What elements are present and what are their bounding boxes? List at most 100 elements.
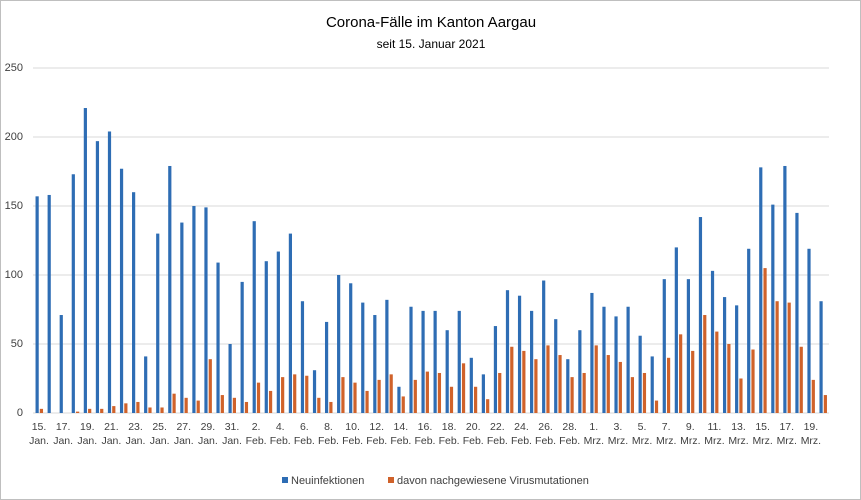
y-tick-label: 250 [5, 62, 23, 74]
bar [686, 279, 691, 413]
bar [228, 344, 232, 413]
bar [389, 374, 393, 413]
bar [377, 379, 381, 413]
legend-swatch [388, 477, 394, 483]
bar [819, 301, 823, 413]
bar [445, 330, 449, 413]
x-tick-label: 6. Feb. [293, 421, 315, 447]
chart-title: Corona-Fälle im Kanton Aargau [326, 14, 536, 31]
bar [771, 204, 775, 413]
x-tick-label: 19. Mrz. [800, 421, 822, 447]
bar [397, 386, 401, 413]
bar [498, 372, 502, 413]
bar [578, 330, 582, 413]
x-tick-label: 4. Feb. [269, 421, 291, 447]
bar [256, 382, 261, 413]
bar [542, 280, 546, 413]
x-tick-label: 25. Jan. [149, 421, 170, 447]
bar [88, 408, 92, 413]
x-tick-label: 20. Feb. [462, 421, 484, 447]
bar [735, 305, 739, 413]
bar [763, 268, 767, 413]
x-tick-label: 3. Mrz. [607, 421, 629, 447]
bar [650, 356, 654, 413]
bar [353, 382, 357, 413]
bar [312, 370, 317, 413]
bar [691, 350, 695, 413]
bar [823, 395, 827, 413]
bar [83, 108, 87, 414]
x-tick-label: 17. Jan. [53, 421, 74, 447]
bar [775, 301, 779, 413]
bar [517, 295, 522, 413]
x-tick-label: 16. Feb. [414, 421, 436, 447]
bar [136, 401, 140, 413]
bar [703, 315, 707, 413]
bar [144, 356, 148, 413]
bar [674, 247, 678, 413]
bar [510, 346, 514, 413]
bar [124, 403, 128, 413]
x-tick-label: 22. Feb. [486, 421, 508, 447]
bar [192, 206, 196, 413]
bar [642, 372, 647, 413]
bar [606, 355, 610, 413]
bar [747, 248, 751, 413]
bar [361, 302, 365, 413]
bar [305, 375, 309, 413]
bar [95, 141, 100, 413]
x-tick-label: 7. Mrz. [655, 421, 677, 447]
bar [208, 359, 212, 413]
legend-label: Neuinfektionen [291, 475, 364, 487]
bar [710, 270, 715, 413]
bar [505, 290, 510, 413]
bar [35, 196, 39, 413]
x-tick-label: 28. Feb. [559, 421, 581, 447]
bar [614, 316, 618, 413]
bar [59, 315, 63, 413]
y-tick-label: 50 [11, 338, 23, 350]
bar [570, 377, 574, 413]
bar [132, 192, 136, 413]
bar [172, 393, 176, 413]
x-tick-label: 10. Feb. [342, 421, 364, 447]
x-tick-label: 26. Feb. [535, 421, 557, 447]
bar [281, 377, 285, 413]
bar [425, 371, 429, 413]
bar [449, 386, 454, 413]
bar [107, 131, 112, 414]
bar [437, 372, 442, 413]
x-tick-label: 12. Feb. [366, 421, 388, 447]
bar [252, 221, 256, 413]
bar [71, 174, 75, 413]
bar [220, 395, 224, 413]
bar [168, 165, 172, 413]
bar [493, 326, 498, 413]
x-tick-label: 29. Jan. [197, 421, 218, 447]
bar [293, 374, 297, 413]
bar [409, 306, 413, 413]
bar [373, 315, 377, 413]
bar [469, 357, 473, 413]
bar [566, 359, 570, 413]
bar [184, 397, 188, 413]
bar [160, 407, 164, 413]
bar [481, 374, 485, 413]
bar [329, 401, 333, 413]
x-tick-label: 11. Mrz. [704, 421, 725, 447]
bar [196, 400, 200, 413]
bar [324, 321, 329, 413]
y-tick-label: 150 [5, 200, 23, 212]
x-tick-label: 13. Mrz. [728, 421, 749, 447]
bar [349, 283, 353, 413]
bar [751, 349, 755, 413]
bar [558, 355, 562, 413]
bar [534, 359, 538, 413]
y-tick-label: 0 [17, 407, 23, 419]
x-tick-label: 8. Feb. [317, 421, 339, 447]
x-tick-label: 21. Jan. [101, 421, 122, 447]
bar [100, 408, 104, 413]
bar [421, 310, 425, 413]
